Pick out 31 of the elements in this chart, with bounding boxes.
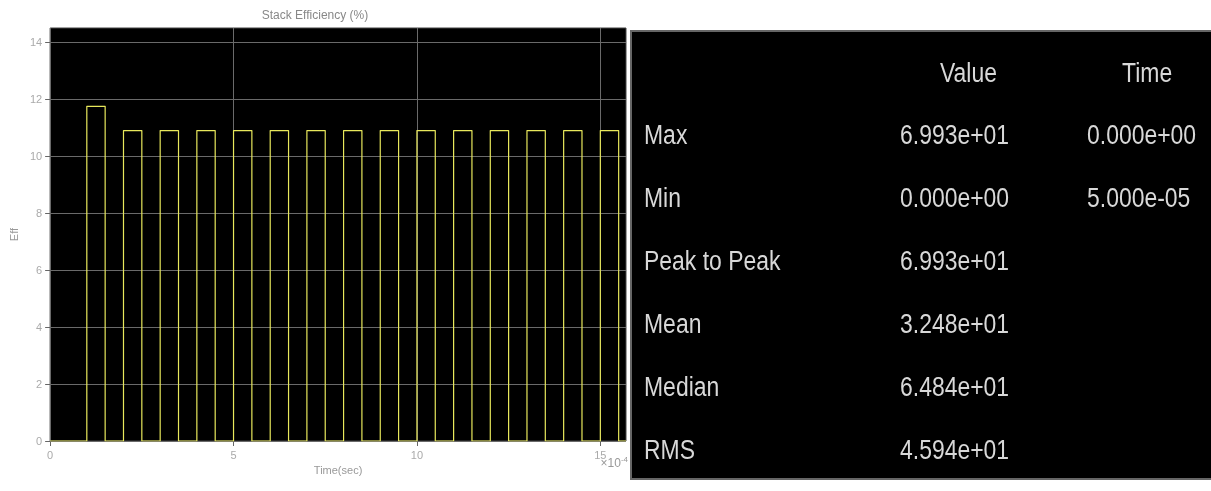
x-axis-title: Time(sec) [313,464,363,477]
y-axis-title: Eff [7,226,20,242]
y-tick-label: 8 [36,207,43,220]
text: 6.993e+01 [900,120,1010,151]
text: Time [1122,58,1173,89]
y-tick-label: 4 [36,321,43,334]
x-tick-label: 15 [594,448,607,461]
y-tick-label: 6 [36,264,43,277]
text: 0.000e+00 [1087,120,1197,151]
text: 3.248e+01 [900,309,1010,340]
y-tick-label: 10 [29,150,43,163]
text: Median [644,372,720,403]
x-tick-label: 5 [230,448,237,461]
y-tick-label: 12 [29,93,43,106]
text: Value [940,58,997,89]
text: Min [644,183,681,214]
text: Peak to Peak [644,246,781,277]
x-tick-label: 10 [410,448,424,461]
chart-title: Stack Efficiency (%) [261,8,369,22]
x-tick-label: 0 [47,448,54,461]
y-tick-label: 2 [36,378,43,391]
text: 0.000e+00 [900,183,1010,214]
text: Mean [644,309,702,340]
y-tick-label: 0 [36,435,43,447]
text: 4.594e+01 [900,435,1010,466]
y-tick-label: 14 [29,36,43,49]
text: RMS [644,435,695,466]
text: 6.993e+01 [900,246,1010,277]
text: 6.484e+01 [900,372,1010,403]
text: 5.000e-05 [1087,183,1191,214]
text: Max [644,120,688,151]
